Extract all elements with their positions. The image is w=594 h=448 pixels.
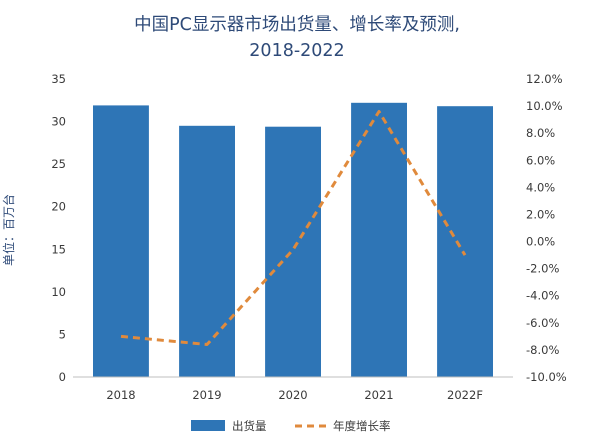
right-tick-label: -8.0% — [526, 343, 559, 357]
x-axis-ticks: 2018 2019 2020 2021 2022F — [106, 388, 483, 402]
left-tick-label: 5 — [59, 327, 66, 341]
bar-series — [93, 102, 493, 378]
left-axis-ticks: 0 5 10 15 20 25 30 35 — [51, 72, 66, 384]
x-tick-label: 2018 — [106, 388, 135, 402]
right-tick-label: 8.0% — [526, 126, 555, 140]
left-tick-label: 30 — [51, 115, 66, 129]
legend-label-line: 年度增长率 — [333, 419, 391, 433]
right-axis-ticks: -10.0% -8.0% -6.0% -4.0% -2.0% 0.0% 2.0% 4.0% 6.… — [526, 72, 567, 384]
bar-2019 — [179, 125, 235, 377]
right-tick-label: 2.0% — [526, 208, 555, 222]
x-tick-label: 2021 — [364, 388, 393, 402]
x-tick-label: 2019 — [192, 388, 221, 402]
x-tick-label: 2022F — [447, 388, 483, 402]
left-tick-label: 10 — [51, 285, 66, 299]
left-tick-label: 35 — [51, 72, 66, 86]
bar-2021 — [351, 102, 407, 378]
right-tick-label: 10.0% — [526, 99, 563, 113]
right-tick-label: 4.0% — [526, 180, 555, 194]
right-tick-label: 0.0% — [526, 235, 555, 249]
bar-2020 — [265, 126, 321, 377]
x-tick-label: 2020 — [278, 388, 307, 402]
right-tick-label: 6.0% — [526, 153, 555, 167]
legend-swatch-bar — [191, 420, 225, 431]
right-tick-label: -6.0% — [526, 316, 559, 330]
chart-title-line-1: 中国PC显示器市场出货量、增长率及预测, — [134, 15, 460, 35]
right-tick-label: -4.0% — [526, 289, 559, 303]
bar-2018 — [93, 105, 149, 378]
chart-title-line-2: 2018-2022 — [249, 41, 344, 61]
y-axis-label: 单位：百万台 — [1, 194, 16, 266]
bar-2022F — [437, 106, 493, 377]
left-tick-label: 15 — [51, 242, 66, 256]
left-tick-label: 25 — [51, 157, 66, 171]
right-tick-label: -10.0% — [526, 370, 567, 384]
right-tick-label: -2.0% — [526, 262, 559, 276]
left-tick-label: 0 — [59, 370, 66, 384]
growth-rate-line — [120, 110, 467, 346]
right-tick-label: 12.0% — [526, 72, 563, 86]
legend-label-bar: 出货量 — [232, 419, 267, 433]
left-tick-label: 20 — [51, 200, 66, 214]
legend: 出货量 年度增长率 — [191, 419, 391, 433]
